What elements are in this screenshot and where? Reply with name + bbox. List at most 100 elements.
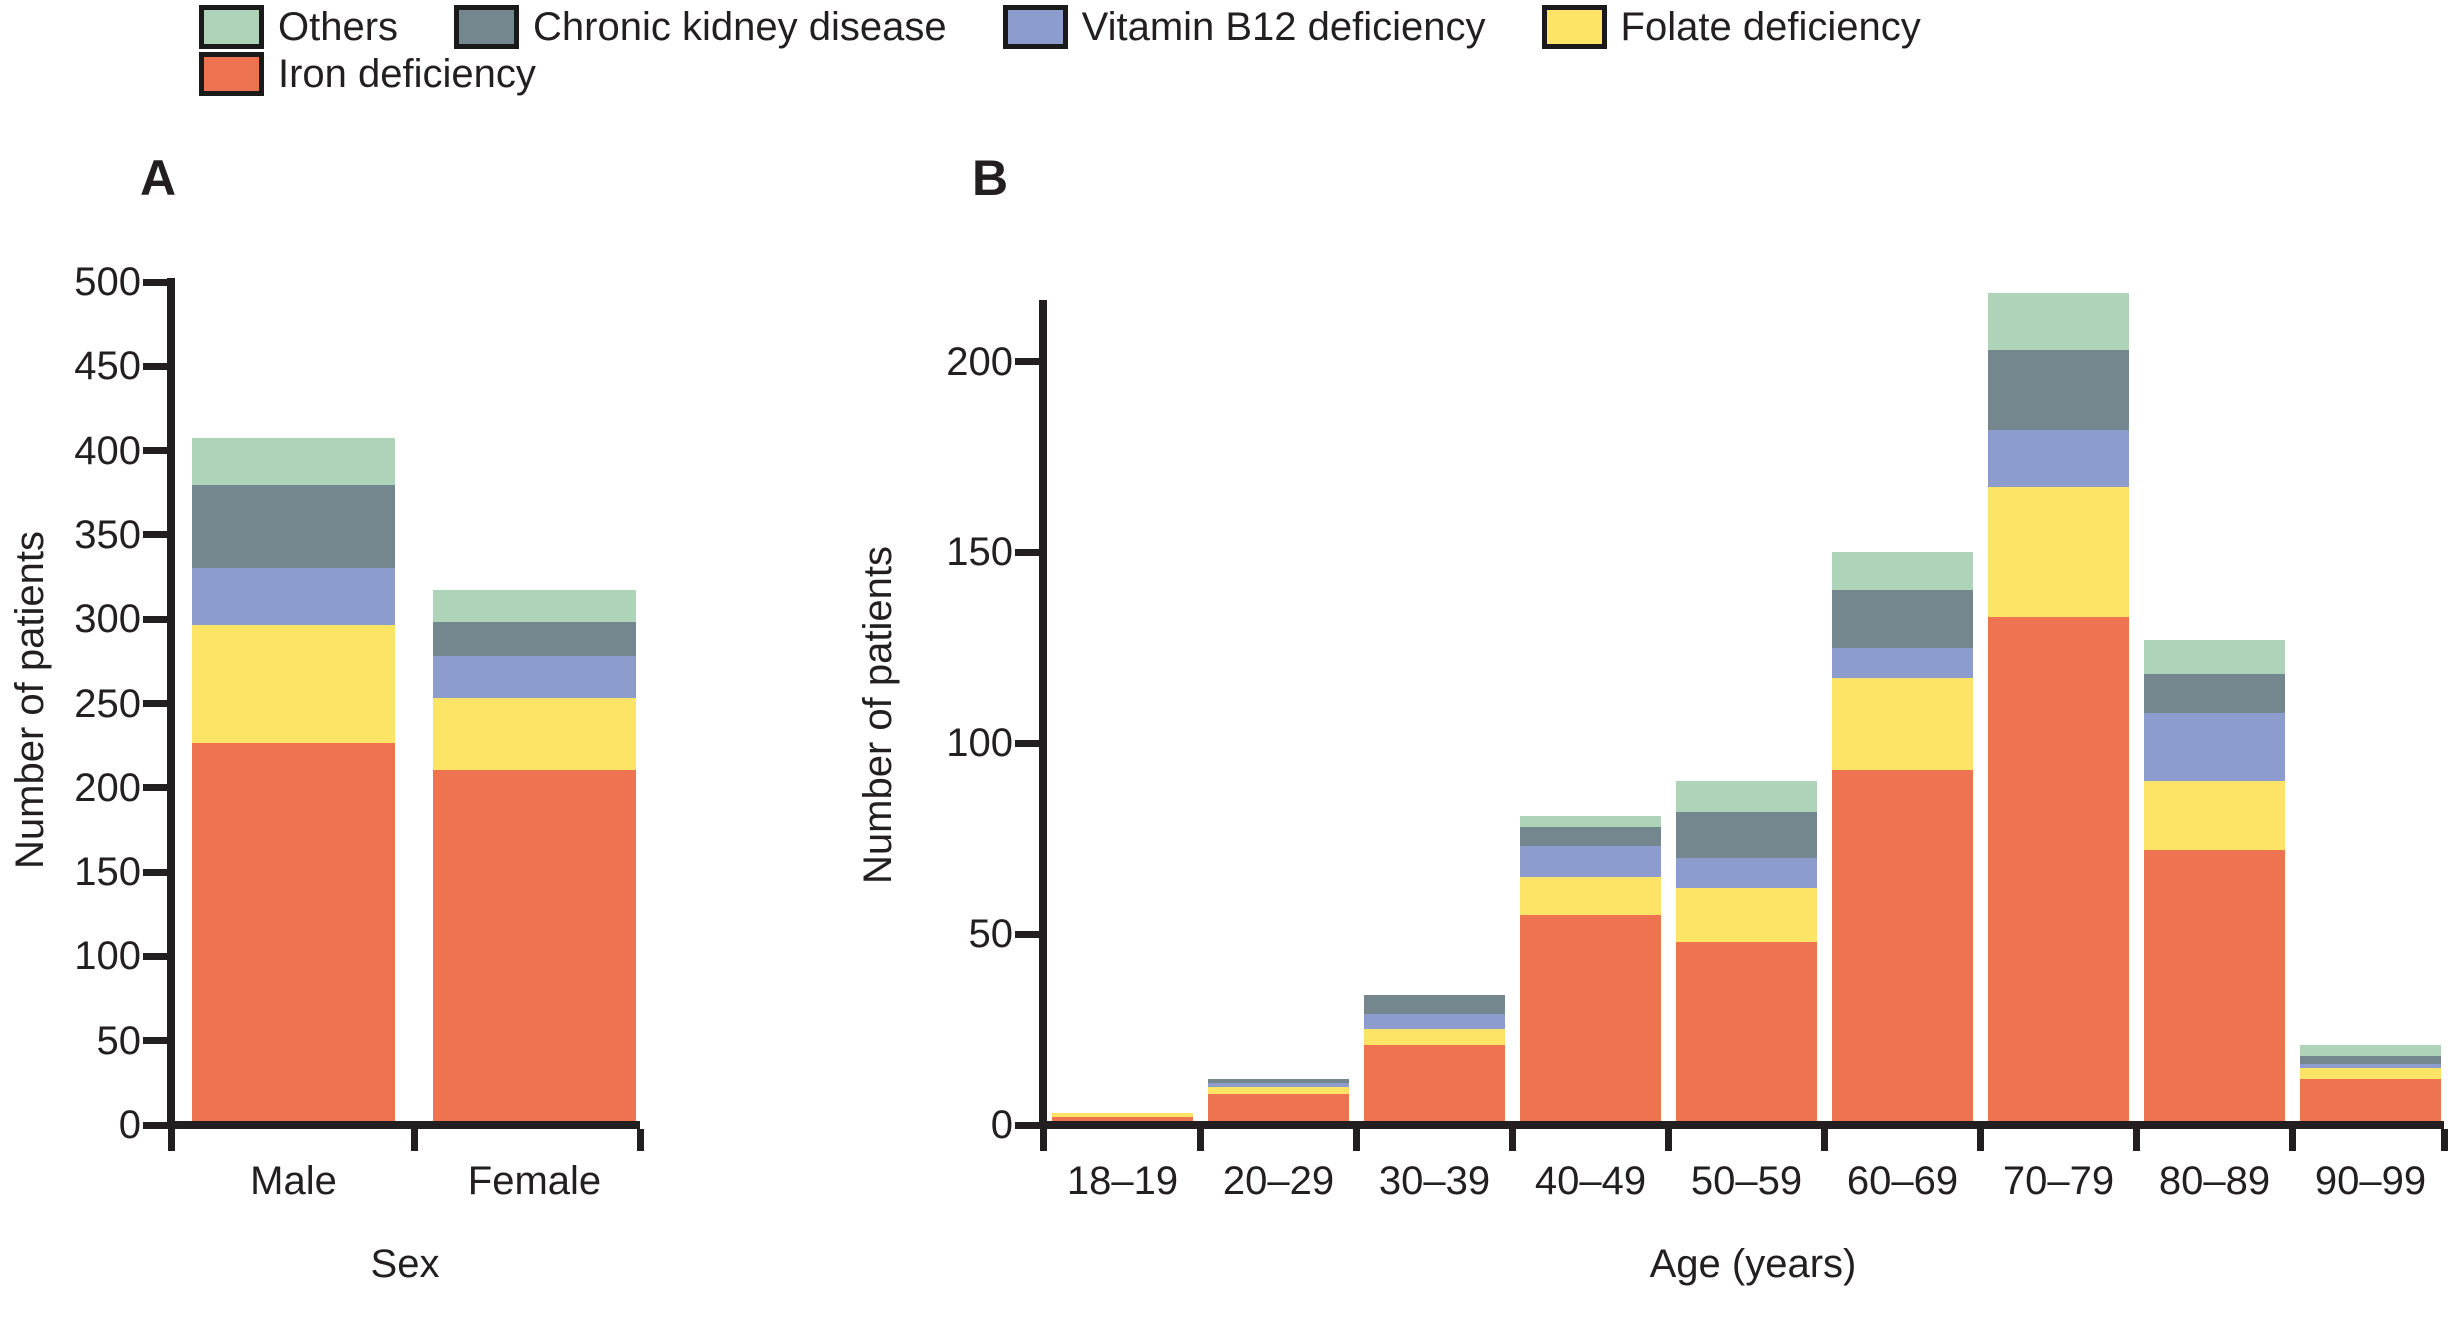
y-tick-mark <box>143 784 167 792</box>
bar-segment-others-0 <box>192 438 395 486</box>
y-tick-label: 100 <box>946 721 1013 766</box>
bar-segment-folate-deficiency-3 <box>1520 876 1661 915</box>
bar-segment-chronic-kidney-disease-1 <box>1208 1079 1349 1083</box>
bar-segment-iron-deficiency-1 <box>433 770 636 1121</box>
panel-a-y-axis-title: Number of patients <box>8 531 52 869</box>
legend-row-1: Others Chronic kidney disease Vitamin B12 … <box>199 5 1921 49</box>
bar-segment-folate-deficiency-8 <box>2300 1067 2441 1079</box>
bar-segment-iron-deficiency-7 <box>2144 849 2285 1121</box>
y-tick-label: 450 <box>74 344 141 389</box>
y-tick-label: 300 <box>74 597 141 642</box>
y-tick-mark <box>143 1121 167 1129</box>
bar-segment-iron-deficiency-6 <box>1988 617 2129 1121</box>
bar-segment-folate-deficiency-1 <box>433 697 636 771</box>
bar-segment-iron-deficiency-1 <box>1208 1094 1349 1121</box>
y-tick-mark <box>143 362 167 370</box>
y-tick-mark <box>143 447 167 455</box>
x-tick-mark <box>636 1129 644 1151</box>
y-tick-mark <box>143 952 167 960</box>
x-tick-mark <box>1664 1129 1672 1151</box>
y-tick-mark <box>143 531 167 539</box>
bar-segment-iron-deficiency-2 <box>1364 1044 1505 1121</box>
bar-segment-iron-deficiency-5 <box>1832 769 1973 1121</box>
y-tick-mark <box>1015 358 1039 366</box>
legend-swatch-icon <box>1002 5 1068 49</box>
y-tick-mark <box>143 278 167 286</box>
y-tick-label: 150 <box>946 530 1013 575</box>
y-tick-label: 50 <box>96 1018 142 1063</box>
x-tick-mark <box>2288 1129 2296 1151</box>
x-tick-mark <box>1196 1129 1204 1151</box>
legend-row-2: Iron deficiency <box>199 52 1921 96</box>
bar-segment-chronic-kidney-disease-8 <box>2300 1056 2441 1064</box>
y-tick-label: 200 <box>74 765 141 810</box>
y-tick-label: 0 <box>118 1103 141 1147</box>
bar-segment-chronic-kidney-disease-4 <box>1676 811 1817 858</box>
legend: Others Chronic kidney disease Vitamin B12 … <box>199 5 1921 99</box>
y-tick-label: 50 <box>968 912 1014 957</box>
panel-b-letter: B <box>972 150 1009 206</box>
y-tick-label: 500 <box>74 260 141 304</box>
x-tick-mark <box>1039 1129 1047 1151</box>
bar-segment-others-7 <box>2144 640 2285 675</box>
bar-segment-vitamin-b12-deficiency-1 <box>1208 1082 1349 1087</box>
y-axis <box>1039 300 1047 1129</box>
x-tick-mark <box>1820 1129 1828 1151</box>
bar-segment-others-3 <box>1520 815 1661 828</box>
x-category-label: 70–79 <box>2002 1159 2115 1203</box>
legend-label: Others <box>278 5 399 49</box>
x-category-label: 50–59 <box>1690 1159 1803 1203</box>
bar-segment-vitamin-b12-deficiency-6 <box>1988 430 2129 488</box>
x-tick-mark <box>1976 1129 1984 1151</box>
bar-segment-vitamin-b12-deficiency-1 <box>433 655 636 698</box>
bar-segment-chronic-kidney-disease-3 <box>1520 827 1661 847</box>
y-tick-mark <box>143 615 167 623</box>
y-tick-label: 350 <box>74 512 141 557</box>
y-tick-mark <box>1015 930 1039 938</box>
bar-segment-folate-deficiency-0 <box>1052 1113 1193 1118</box>
panel-b-x-axis-title: Age (years) <box>1649 1242 1857 1286</box>
y-tick-label: 200 <box>946 339 1013 384</box>
legend-swatch-icon <box>199 52 264 96</box>
bar-segment-chronic-kidney-disease-5 <box>1832 590 1973 648</box>
bar-segment-iron-deficiency-4 <box>1676 941 1817 1121</box>
legend-item-iron-deficiency: Iron deficiency <box>199 52 536 96</box>
panel-b-y-axis-title: Number of patients <box>856 546 900 884</box>
bar-segment-chronic-kidney-disease-2 <box>1364 995 1505 1015</box>
y-axis <box>167 278 175 1129</box>
bar-segment-folate-deficiency-0 <box>192 625 395 744</box>
panel-a-x-axis-title: Sex <box>370 1242 440 1286</box>
bar-segment-others-8 <box>2300 1044 2441 1057</box>
legend-label: Folate deficiency <box>1620 5 1921 49</box>
y-tick-label: 0 <box>990 1103 1013 1147</box>
bar-segment-iron-deficiency-3 <box>1520 914 1661 1121</box>
bar-segment-folate-deficiency-5 <box>1832 678 1973 770</box>
y-tick-mark <box>143 700 167 707</box>
bar-segment-chronic-kidney-disease-0 <box>192 485 395 568</box>
x-axis <box>1039 1121 2444 1129</box>
y-tick-mark <box>143 1037 167 1045</box>
bar-segment-others-4 <box>1676 781 1817 812</box>
x-tick-mark <box>2132 1129 2140 1151</box>
bar-segment-vitamin-b12-deficiency-5 <box>1832 647 1973 679</box>
bar-segment-others-5 <box>1832 552 1973 591</box>
x-category-label: 30–39 <box>1378 1159 1491 1203</box>
bar-segment-vitamin-b12-deficiency-0 <box>192 567 395 626</box>
bar-segment-others-1 <box>433 589 636 622</box>
bar-segment-iron-deficiency-8 <box>2300 1079 2441 1121</box>
bar-segment-folate-deficiency-6 <box>1988 487 2129 618</box>
bar-segment-folate-deficiency-7 <box>2144 781 2285 850</box>
x-category-label: 90–99 <box>2314 1159 2427 1203</box>
bar-segment-iron-deficiency-0 <box>1052 1117 1193 1121</box>
bar-segment-chronic-kidney-disease-7 <box>2144 674 2285 713</box>
legend-label: Chronic kidney disease <box>533 5 947 49</box>
x-category-label: 40–49 <box>1534 1159 1647 1203</box>
x-tick-mark <box>410 1129 418 1151</box>
legend-swatch-icon <box>454 5 520 49</box>
bar-segment-vitamin-b12-deficiency-3 <box>1520 846 1661 877</box>
x-tick-mark <box>1508 1129 1516 1151</box>
legend-swatch-icon <box>199 5 264 49</box>
legend-swatch-icon <box>1541 5 1607 49</box>
y-tick-mark <box>1015 739 1039 747</box>
